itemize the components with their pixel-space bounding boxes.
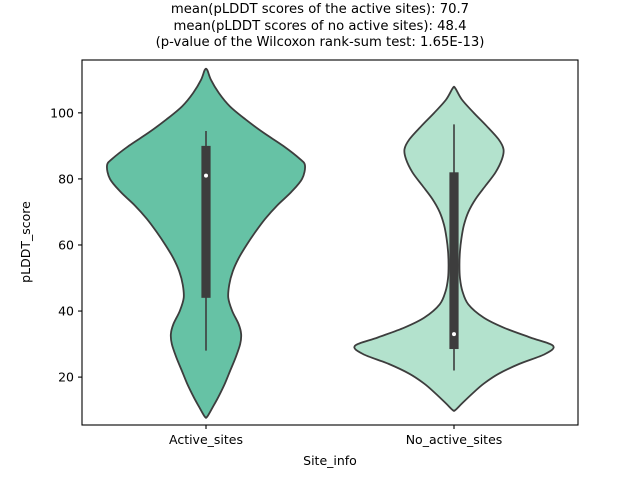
y-tick-label: 40 — [58, 304, 74, 319]
y-axis-label: pLDDT_score — [18, 201, 33, 283]
y-tick-label: 20 — [58, 370, 74, 385]
box-plot-overlays — [201, 124, 459, 371]
y-tick-label: 60 — [58, 237, 74, 252]
chart-title: mean(pLDDT scores of the active sites): … — [0, 2, 640, 52]
y-tick-label: 100 — [50, 105, 74, 120]
x-tick-label: No_active_sites — [406, 432, 503, 447]
iqr-box — [201, 145, 211, 298]
chart-title-line-1: mean(pLDDT scores of the active sites): … — [170, 2, 470, 17]
axes-frame — [81, 59, 579, 426]
x-axis-ticks: Active_sites No_active_sites — [169, 425, 502, 447]
x-axis-label: Site_info — [303, 453, 357, 468]
x-tick-label: Active_sites — [169, 432, 243, 447]
y-axis-ticks: 20 40 60 80 100 — [50, 105, 82, 385]
chart-title-line-2: mean(pLDDT scores of no active sites): 4… — [173, 18, 467, 34]
iqr-box — [449, 172, 459, 350]
median-marker — [452, 332, 456, 337]
plot-border — [81, 59, 579, 426]
y-tick-label: 80 — [58, 171, 74, 186]
violin-bodies — [106, 67, 555, 419]
median-marker — [204, 173, 208, 178]
chart-title-line-3: (p-value of the Wilcoxon rank-sum test: … — [155, 35, 485, 50]
